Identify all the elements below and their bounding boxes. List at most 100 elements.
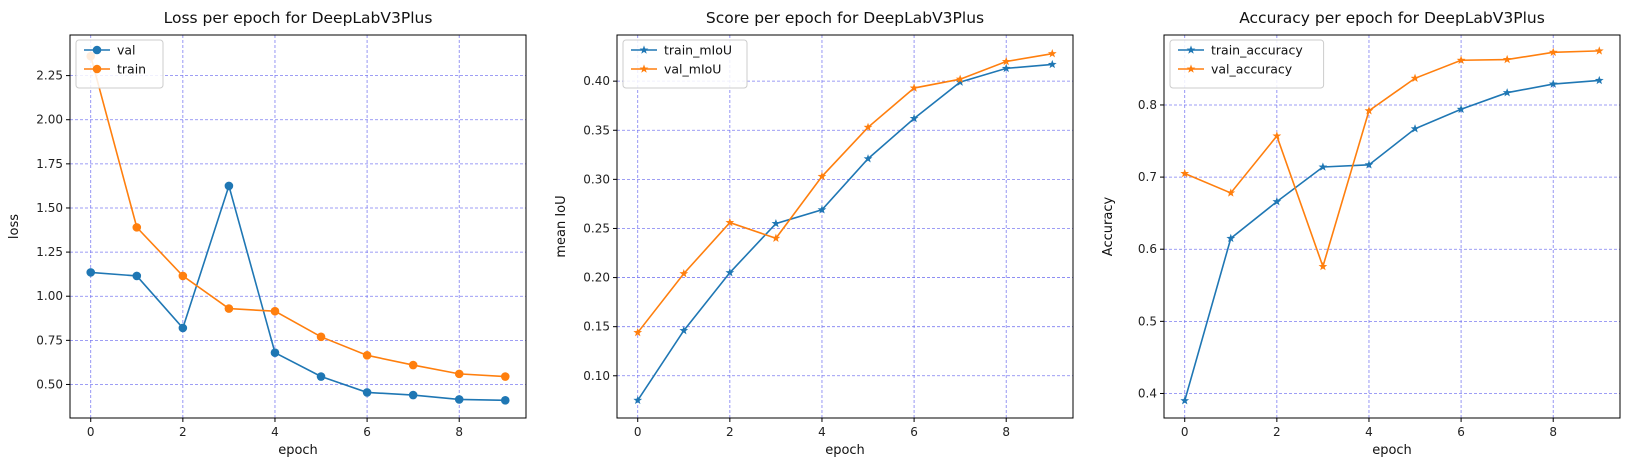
data-point [1502,54,1512,64]
data-point [316,372,326,381]
data-point [178,271,188,281]
data-point [771,218,781,228]
legend-marker [1186,64,1196,73]
data-point [817,171,827,181]
x-tick-label: 8 [1002,425,1010,439]
y-tick-label: 0.35 [583,123,610,137]
x-tick-label: 8 [455,425,463,439]
y-tick-label: 1.00 [36,289,63,303]
data-point [725,217,735,227]
data-point [132,271,142,281]
x-tick-label: 6 [1457,425,1465,439]
legend-marker [92,45,102,55]
data-point [817,205,827,214]
legend-marker [639,45,649,54]
x-tick-label: 8 [1549,425,1557,439]
data-point [1364,106,1374,115]
y-tick-label: 0.25 [583,221,610,235]
legend-item: train_accuracy [1178,43,1303,58]
legend: train_accuracy val_accuracy [1169,39,1325,89]
y-tick-label: 2.25 [36,69,63,83]
gridlines [1164,35,1620,418]
data-point [1548,47,1558,57]
y-tick-label: 0.15 [583,320,610,334]
x-tick-label: 6 [363,425,371,439]
data-point [224,181,234,191]
data-point [86,268,96,277]
series-val_accuracy [1180,46,1604,271]
legend: train_mIoU val_mIoU [622,39,748,89]
series-val_mIoU [633,49,1057,337]
y-tick-label: 0.4 [1138,386,1157,400]
data-point [1594,46,1604,55]
data-point [863,122,873,132]
data-point [500,372,510,381]
y-tick-label: 0.8 [1138,98,1157,112]
data-point [1410,124,1420,133]
data-point [270,348,280,357]
legend-marker [92,64,102,74]
data-point [1226,188,1236,197]
data-point [955,74,965,83]
chart-title: Score per epoch for DeepLabV3Plus [706,9,984,27]
chart-title: Loss per epoch for DeepLabV3Plus [164,9,433,27]
data-point [1456,104,1466,114]
data-point [1456,55,1466,64]
data-point [500,396,510,405]
y-tick-label: 0.30 [583,172,610,186]
legend-label: train_accuracy [1211,43,1303,58]
y-tick-label: 0.40 [583,74,610,88]
x-tick-label: 2 [1273,425,1281,439]
legend-item: val_mIoU [631,62,721,77]
series-line [1183,79,1600,401]
data-point [408,360,418,370]
data-point [1594,75,1604,85]
data-point [178,323,188,333]
y-tick-label: 0.75 [36,333,63,347]
data-point [1001,56,1011,66]
legend-label: val [117,43,136,58]
data-point [132,223,142,232]
chart-title: Accuracy per epoch for DeepLabV3Plus [1239,9,1545,27]
y-tick-label: 0.5 [1138,314,1157,328]
x-tick-label: 6 [910,425,918,439]
data-point [1180,168,1190,178]
series-train_mIoU [633,59,1057,405]
data-point [771,233,781,243]
y-tick-label: 1.50 [36,201,63,215]
legend-marker [639,64,649,73]
legend-item: train_mIoU [631,43,732,58]
data-point [1001,63,1011,73]
data-point [633,395,643,405]
series-line [1184,50,1600,270]
data-point [454,369,464,379]
gridlines [617,35,1073,418]
y-tick-label: 0.50 [36,377,63,391]
legend-label: train [117,62,146,77]
y-tick-label: 1.75 [36,157,63,171]
x-axis-label: epoch [825,443,865,458]
data-point [1502,88,1512,97]
legend-label: train_mIoU [664,43,732,58]
data-point [1272,197,1282,206]
series-line [637,63,1053,401]
data-point [725,268,735,277]
data-point [1318,162,1328,171]
x-tick-label: 4 [271,425,279,439]
data-point [362,388,372,397]
series-train_accuracy [1180,75,1604,405]
data-point [679,269,689,278]
data-point [224,304,234,313]
data-point [1272,131,1282,140]
plot-frame [1163,34,1621,419]
y-axis-label: Accuracy [1101,197,1116,257]
legend-label: val_mIoU [664,62,721,77]
y-tick-label: 0.7 [1138,170,1157,184]
x-tick-label: 2 [726,425,734,439]
data-point [1364,160,1374,169]
score-chart-panel: Score per epoch for DeepLabV3Plus epoch … [554,9,1074,458]
data-point [1410,73,1420,82]
x-tick-label: 0 [634,425,642,439]
data-point [909,83,919,92]
